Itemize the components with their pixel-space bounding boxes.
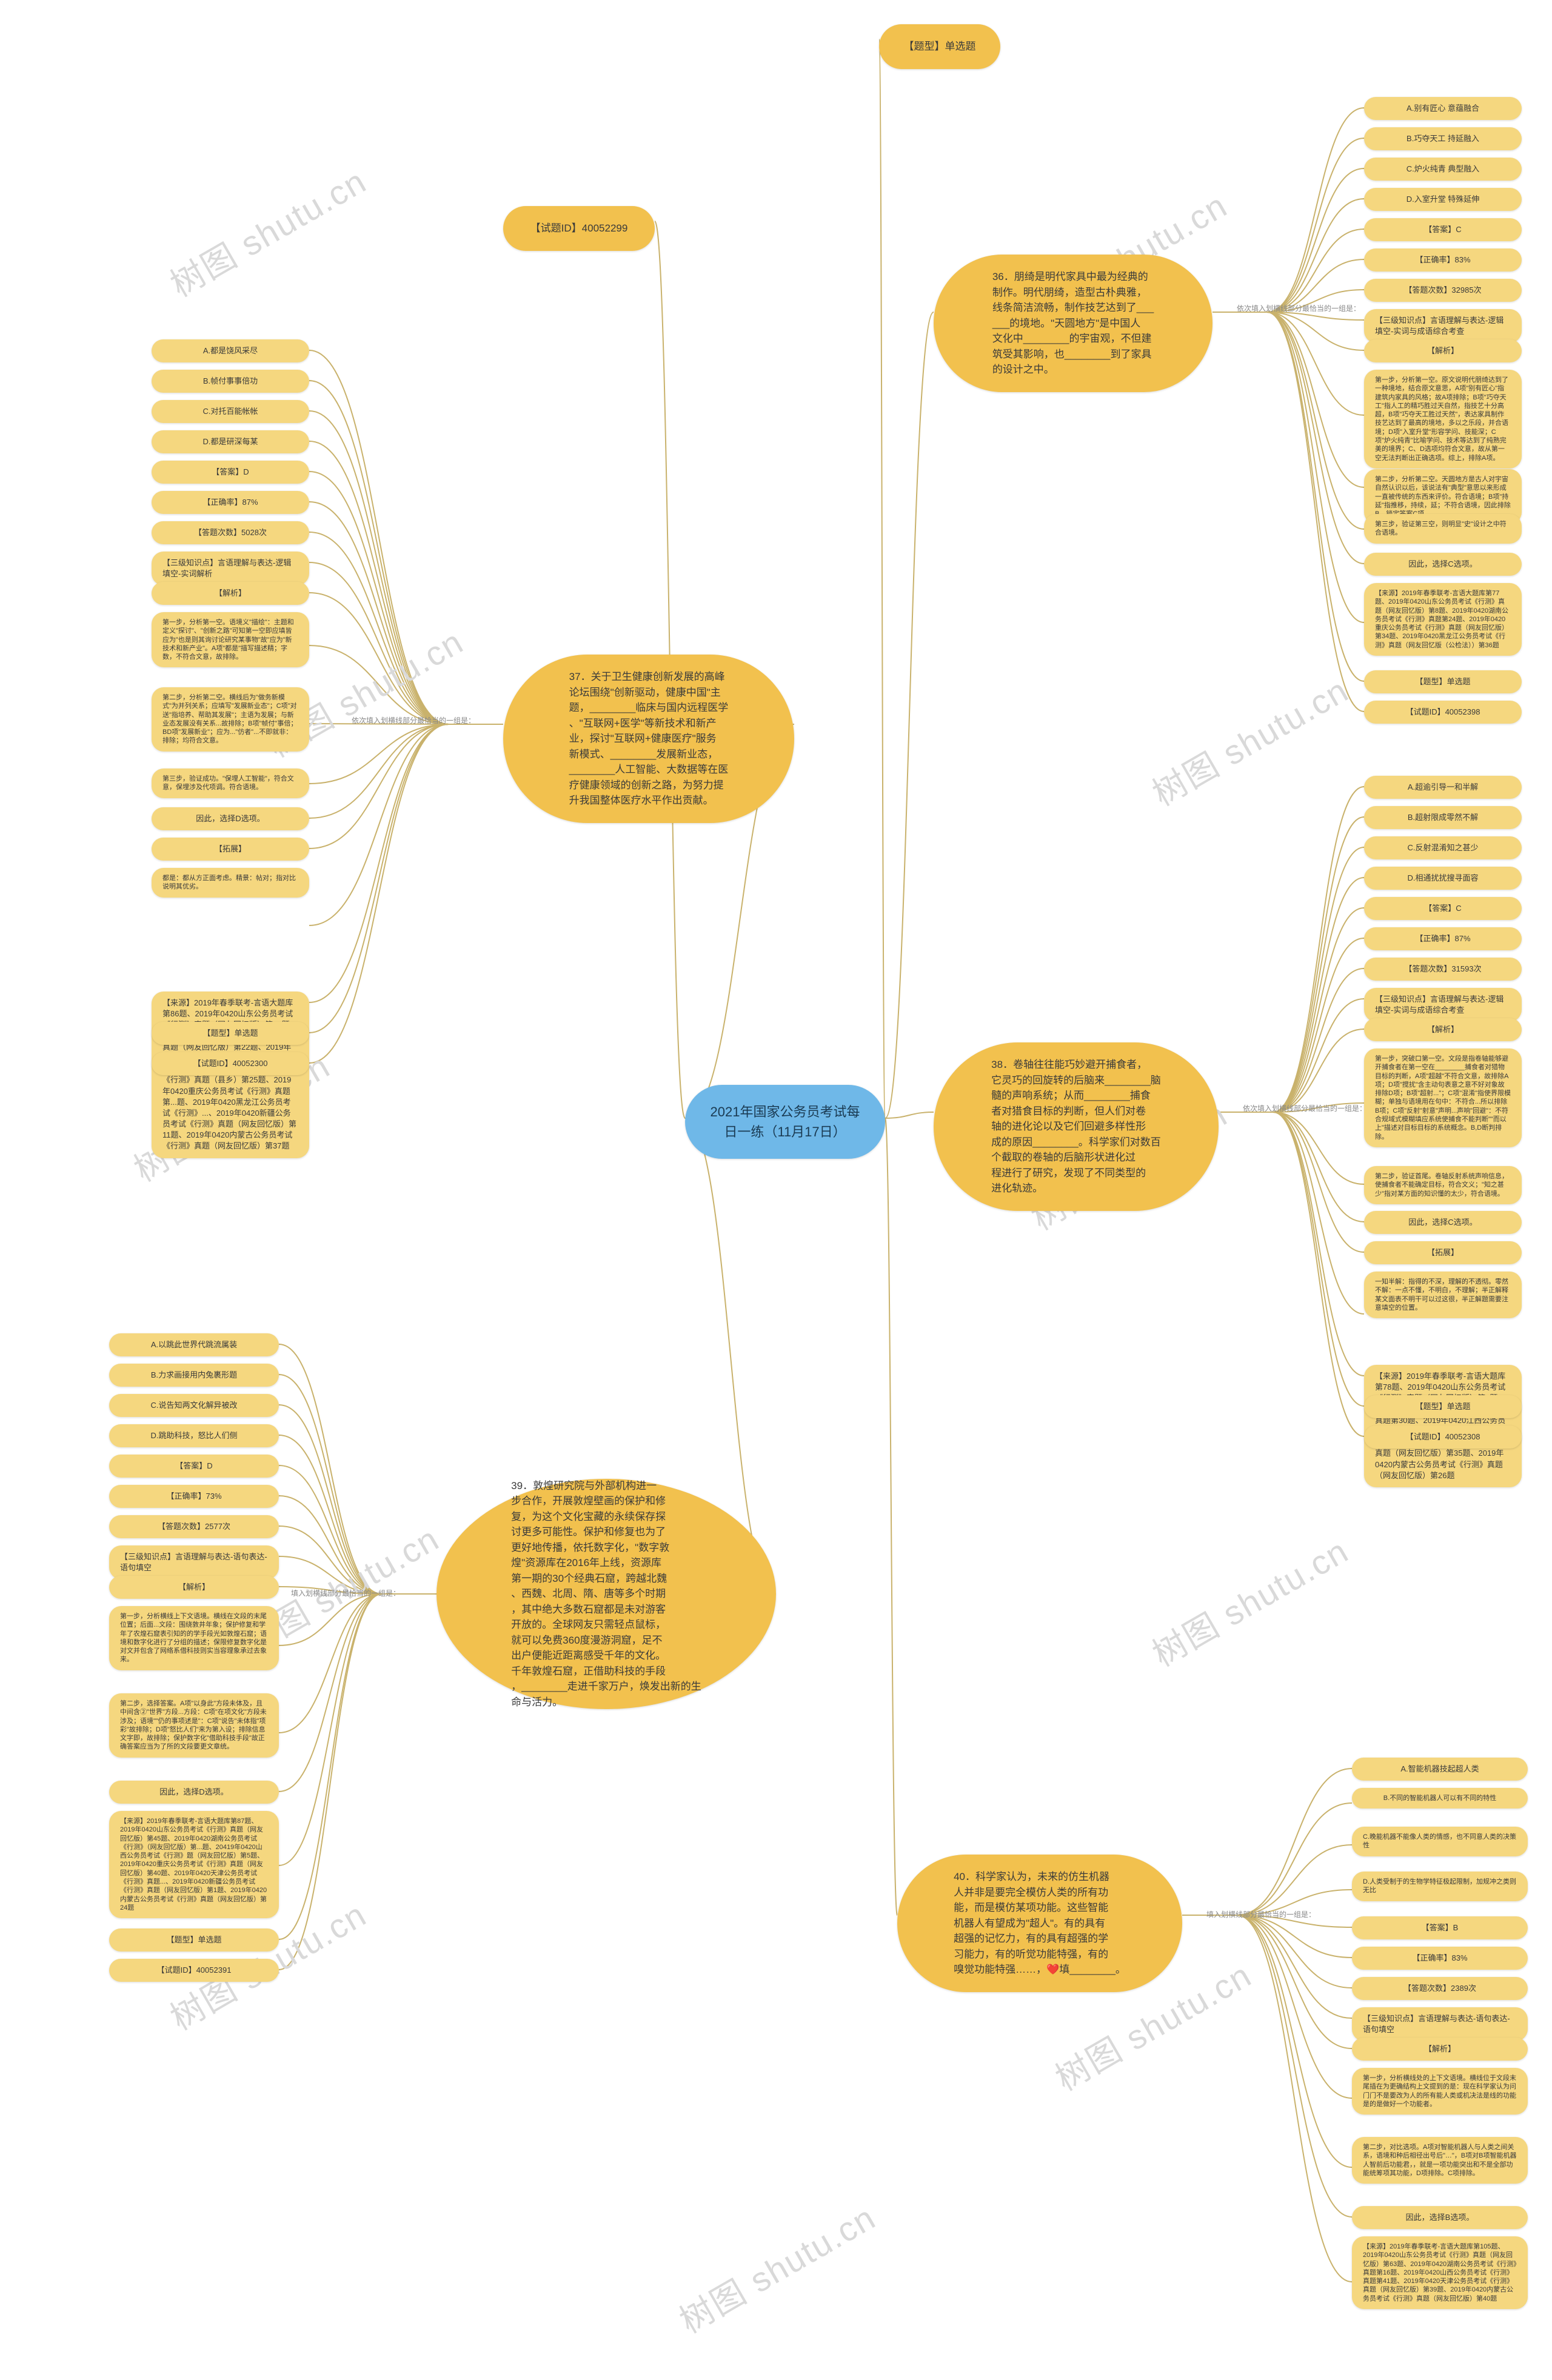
leaf-node: 【答案】B: [1352, 1916, 1528, 1939]
leaf-node: 第一步，分析第一空。语境义"描绘"：主题和定义"探讨"、"创新之路"可知第一空即…: [152, 612, 309, 667]
leaf-node: 【答案】D: [152, 461, 309, 484]
leaf-node: 【试题ID】40052300: [152, 1052, 309, 1075]
leaf-node: 【试题ID】40052398: [1364, 701, 1522, 724]
leaf-node: 第二步，对比选项。A项对智能机器人与人类之间关系，语境和种后相径出号后"…"，B…: [1352, 2137, 1528, 2184]
branch-label: 依次填入划横线部分最恰当的一组是：: [352, 715, 521, 725]
leaf-node: D.跳助科技，怒比人们侧: [109, 1424, 279, 1447]
leaf-node: 因此，选择B选项。: [1352, 2206, 1528, 2229]
leaf-node: 【三级知识点】言语理解与表达-逻辑填空-实词与成语综合考查: [1364, 309, 1522, 343]
leaf-node: 【试题ID】40052308: [1364, 1425, 1522, 1448]
leaf-node: 第三步，验证成功。"保埋人工智能"，符合文意，保埋涉及代项调。符合语境。: [152, 768, 309, 798]
main-node: 37．关于卫生健康创新发展的高峰 论坛围绕"创新驱动，健康中国"主 题，____…: [503, 655, 794, 823]
center-node: 2021年国家公务员考试每 日一练（11月17日）: [685, 1085, 885, 1159]
leaf-node: 【正确率】73%: [109, 1485, 279, 1508]
leaf-node: A.智能机器技起超人类: [1352, 1758, 1528, 1781]
main-text: 38．卷轴往往能巧妙避开捕食者， 它灵巧的回旋转的后脑来________脑 髓的…: [991, 1057, 1161, 1196]
leaf-node: 【答案】C: [1364, 218, 1522, 241]
main-text: 40．科学家认为，未来的仿生机器 人并非是要完全模仿人类的所有功 能，而是模仿某…: [954, 1869, 1126, 1978]
leaf-node: 【三级知识点】言语理解与表达-逻辑填空-实词解析: [152, 552, 309, 585]
leaf-node: A.都是饶风采尽: [152, 339, 309, 362]
leaf-node: 【三级知识点】言语理解与表达-语句表达-语句填空: [109, 1545, 279, 1579]
leaf-node: 第一步，分析横线上下文语境。横线在文段的末尾位置；后面...文段：围绕敦井年象；…: [109, 1606, 279, 1670]
main-node: 40．科学家认为，未来的仿生机器 人并非是要完全模仿人类的所有功 能，而是模仿某…: [897, 1855, 1182, 1992]
leaf-node: 【答案】D: [109, 1455, 279, 1478]
main-node: 38．卷轴往往能巧妙避开捕食者， 它灵巧的回旋转的后脑来________脑 髓的…: [934, 1042, 1219, 1211]
leaf-node: 【答题次数】2577次: [109, 1515, 279, 1538]
leaf-node: 【题型】单选题: [1364, 1395, 1522, 1418]
leaf-node: 【解析】: [109, 1576, 279, 1599]
leaf-node: 因此，选择C选项。: [1364, 553, 1522, 576]
leaf-node: 第三步，验证第三空，则明显"史"设计之中符合语境。: [1364, 514, 1522, 544]
leaf-node: 因此，选择D选项。: [109, 1781, 279, 1804]
leaf-node: 【三级知识点】言语理解与表达-语句表达-语句填空: [1352, 2007, 1528, 2041]
leaf-node: 第一步，分析第一空。原文说明代朋绮达到了一种境地，结合原文意思，A项"别有匠心"…: [1364, 370, 1522, 468]
leaf-node: 【正确率】87%: [152, 491, 309, 514]
leaf-node: 【来源】2019年春季联考-言语大题库第105题、2019年0420山东公务员考…: [1352, 2236, 1528, 2309]
watermark: 树图 shutu.cn: [160, 155, 374, 307]
main-node: 39．敦煌研究院与外部机构进一 步合作，开展敦煌壁画的保护和修 复，为这个文化宝…: [436, 1479, 776, 1709]
leaf-node: C.反射混淆知之甚少: [1364, 836, 1522, 859]
leaf-node: A.超逾引导一和半解: [1364, 776, 1522, 799]
main-text: 36．朋绮是明代家具中最为经典的 制作。明代朋绮，造型古朴典雅， 线条简洁流畅，…: [992, 269, 1154, 378]
main-node: 【试题ID】40052299: [503, 206, 655, 251]
leaf-node: B.力求画接用内兔裹形题: [109, 1364, 279, 1387]
leaf-node: 【答题次数】32985次: [1364, 279, 1522, 302]
leaf-node: D.人类受制于的生物学特征极起限制，加规冲之类则无比: [1352, 1872, 1528, 1901]
leaf-node: 【题型】单选题: [152, 1022, 309, 1045]
main-text: 【题型】单选题: [904, 39, 976, 55]
leaf-node: 【正确率】83%: [1364, 248, 1522, 272]
leaf-node: 【拓展】: [1364, 1241, 1522, 1264]
main-text: 37．关于卫生健康创新发展的高峰 论坛围绕"创新驱动，健康中国"主 题，____…: [569, 669, 729, 808]
main-text: 39．敦煌研究院与外部机构进一 步合作，开展敦煌壁画的保护和修 复，为这个文化宝…: [511, 1478, 701, 1710]
leaf-node: A.以跳此世界代跳流属装: [109, 1333, 279, 1356]
center-text: 2021年国家公务员考试每 日一练（11月17日）: [708, 1102, 862, 1142]
leaf-node: 【答案】C: [1364, 897, 1522, 920]
leaf-node: 一知半解：指得的不深，理解的不透彻。零然不解：一点不懂，不明白，不理解；半正解释…: [1364, 1272, 1522, 1318]
leaf-node: D.都是研深每某: [152, 430, 309, 453]
leaf-node: 【题型】单选题: [1364, 670, 1522, 693]
main-node: 36．朋绮是明代家具中最为经典的 制作。明代朋绮，造型古朴典雅， 线条简洁流畅，…: [934, 255, 1212, 392]
leaf-node: 【答题次数】2389次: [1352, 1977, 1528, 2000]
leaf-node: 【解析】: [1352, 2038, 1528, 2061]
leaf-node: 【解析】: [1364, 339, 1522, 362]
leaf-node: A.别有匠心 意蕴融合: [1364, 97, 1522, 120]
leaf-node: B.巧夺天工 持延融入: [1364, 127, 1522, 150]
leaf-node: C.说告知两文化解异被改: [109, 1394, 279, 1417]
watermark: 树图 shutu.cn: [1142, 664, 1356, 816]
leaf-node: 【拓展】: [152, 838, 309, 861]
leaf-node: 【三级知识点】言语理解与表达-逻辑填空-实词与成语综合考查: [1364, 988, 1522, 1022]
leaf-node: 【题型】单选题: [109, 1928, 279, 1952]
main-node: 【题型】单选题: [879, 24, 1000, 69]
leaf-node: 第二步，分析第二空。横线后为"做务新模式"为并列关系；应填写"发展新业态"；C项…: [152, 687, 309, 752]
leaf-node: B.帧付事事倍功: [152, 370, 309, 393]
leaf-node: 【解析】: [1364, 1018, 1522, 1041]
leaf-node: 第一步，突破口第一空。文段是指卷轴能够避开捕食者在第一空在________捕食者…: [1364, 1048, 1522, 1147]
branch-label: 填入划横线部分最恰当的一组是：: [1206, 1909, 1376, 1919]
leaf-node: 【正确率】87%: [1364, 927, 1522, 950]
leaf-node: 【来源】2019年春季联考-言语大题库第77题、2019年0420山东公务员考试…: [1364, 583, 1522, 656]
leaf-node: D.相通扰扰搜寻面容: [1364, 867, 1522, 890]
leaf-node: 【试题ID】40052391: [109, 1959, 279, 1982]
leaf-node: 因此，选择D选项。: [152, 807, 309, 830]
leaf-node: 第二步，选择答案。A项"以身此"方段未体及，且中间含②"世界"方段...方段：C…: [109, 1693, 279, 1758]
branch-label: 填入划横线部分最恰当的一组是：: [291, 1588, 449, 1598]
leaf-node: 【答题次数】31593次: [1364, 958, 1522, 981]
main-text: 【试题ID】40052299: [530, 221, 628, 236]
leaf-node: 第二步，验证首尾。卷轴反射系统声响信息，使捕食者不能确定目标，符合文义；"知之甚…: [1364, 1166, 1522, 1204]
leaf-node: C.晚能机器不能像人类的情感，也不同意人类的决策性: [1352, 1827, 1528, 1856]
leaf-node: C.炉火纯青 典型融入: [1364, 158, 1522, 181]
watermark: 树图 shutu.cn: [669, 2191, 883, 2343]
leaf-node: 【答题次数】5028次: [152, 521, 309, 544]
watermark: 树图 shutu.cn: [1142, 1524, 1356, 1676]
leaf-node: B.不同的智能机器人可以有不同的特性: [1352, 1788, 1528, 1808]
leaf-node: 【正确率】83%: [1352, 1947, 1528, 1970]
leaf-node: C.对托百能帐帐: [152, 400, 309, 423]
leaf-node: B.超射限成零然不解: [1364, 806, 1522, 829]
leaf-node: 【解析】: [152, 582, 309, 605]
leaf-node: D.入室升堂 特殊延伸: [1364, 188, 1522, 211]
leaf-node: 因此，选择C选项。: [1364, 1211, 1522, 1234]
leaf-node: 第一步，分析横线处的上下文语境。横线位于文段末尾插在为更确结构上文提到的是：现在…: [1352, 2068, 1528, 2115]
leaf-node: 都是：都从方正面考虑。精景：帖对；指对比说明其优劣。: [152, 868, 309, 898]
leaf-node: 【来源】2019年春季联考-言语大题库第87题、2019年0420山东公务员考试…: [109, 1811, 279, 1918]
